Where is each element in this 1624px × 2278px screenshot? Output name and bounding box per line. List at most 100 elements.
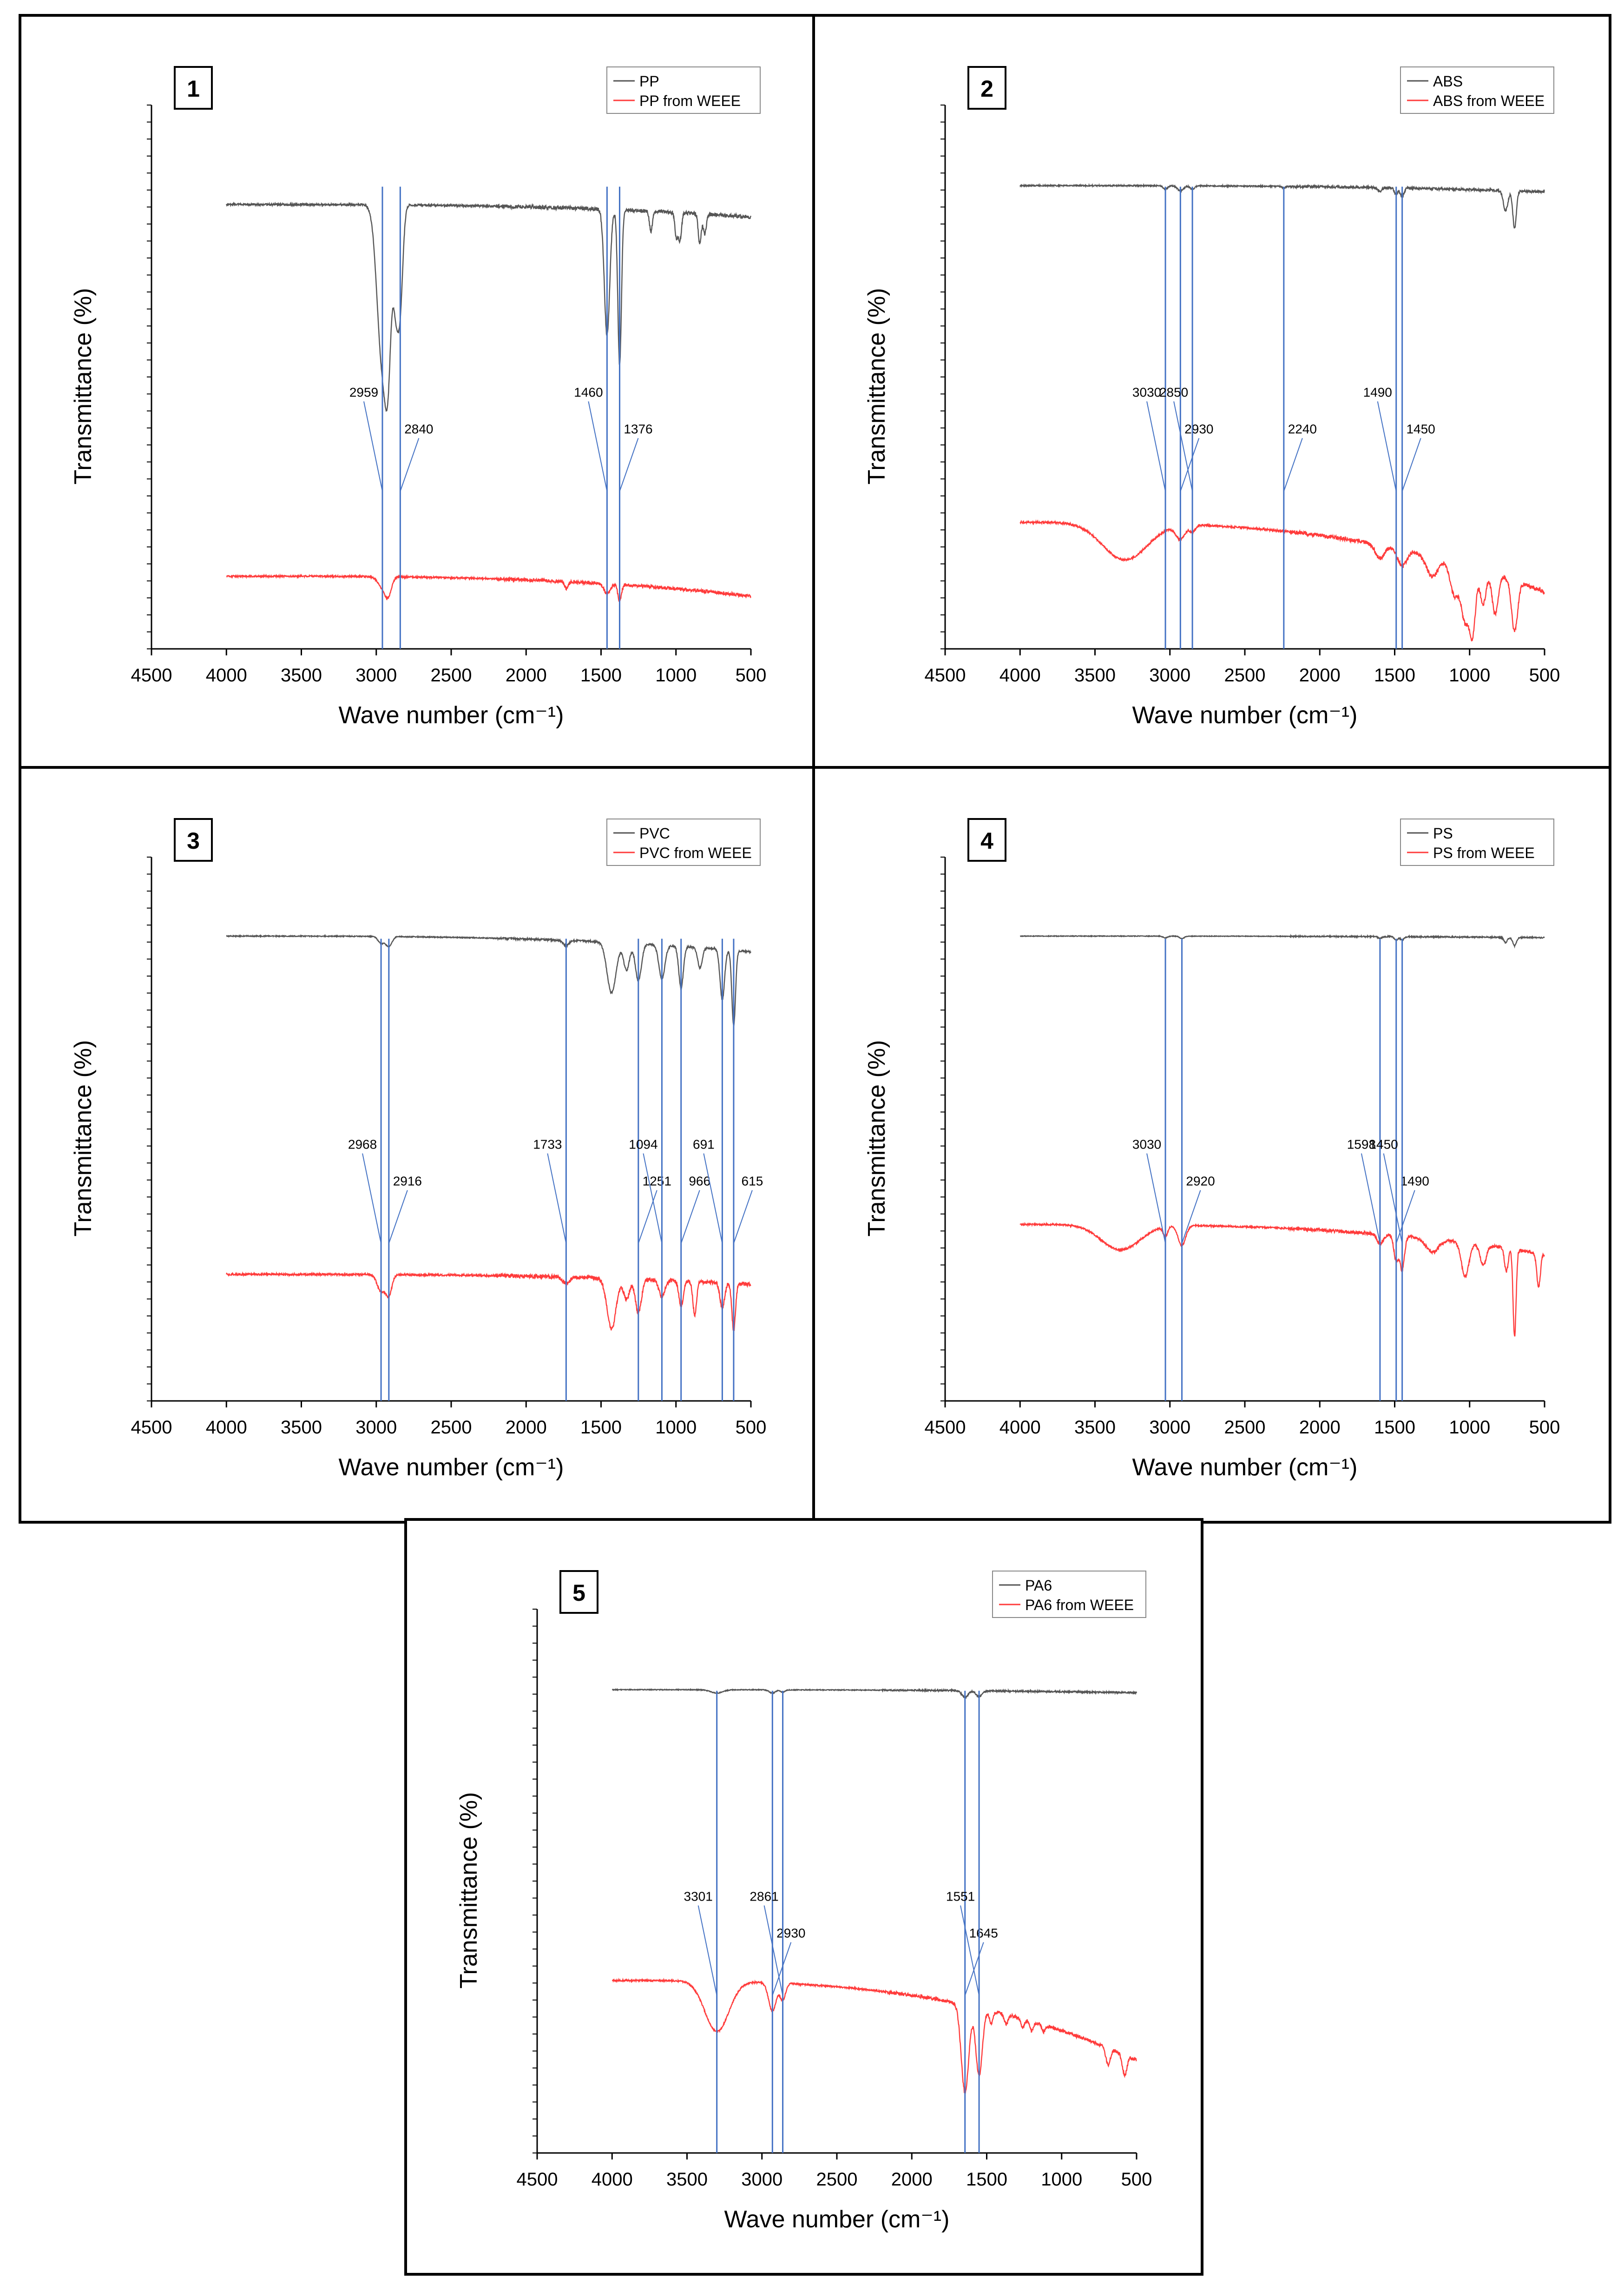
- legend-box: [1400, 819, 1554, 866]
- x-tick-label: 3000: [1149, 1417, 1190, 1438]
- series-line-reference: [1019, 183, 1545, 229]
- peak-label: 2850: [1159, 385, 1188, 400]
- series-line-weee: [611, 1977, 1137, 2095]
- x-tick-label: 2000: [506, 1417, 547, 1438]
- x-axis-title: Wave number (cm⁻¹): [339, 1454, 564, 1481]
- peak-label: 2920: [1186, 1174, 1215, 1189]
- legend-label: ABS: [1433, 73, 1463, 90]
- peak-label: 2840: [404, 422, 433, 436]
- series-line-reference: [226, 201, 752, 412]
- x-tick-label: 4000: [999, 665, 1041, 686]
- peak-label: 3030: [1132, 1137, 1161, 1152]
- series-line-reference: [611, 1688, 1137, 1699]
- series-line-reference: [226, 934, 752, 1027]
- panel-number-box: [559, 1570, 598, 1614]
- x-tick-label: 3000: [741, 2169, 782, 2190]
- x-tick-label: 1500: [1374, 1417, 1415, 1438]
- peak-leader-line: [1361, 1153, 1381, 1244]
- peak-leader-line: [1146, 1153, 1166, 1244]
- peak-label: 1598: [1347, 1137, 1376, 1152]
- x-tick-label: 2500: [1224, 665, 1266, 686]
- x-tick-label: 500: [1529, 1417, 1560, 1438]
- x-tick-label: 3000: [355, 665, 397, 686]
- peak-leader-line: [1377, 401, 1397, 492]
- chart-svg: 4500 4000 3500 3000 2500 2000 1500 1000 500 Wave …: [455, 1570, 1152, 2233]
- peak-label: 1490: [1400, 1174, 1429, 1189]
- x-tick-label: 1500: [1374, 665, 1415, 686]
- chart-panel-pp: 4500 4000 3500 3000 2500 2000 1500 1000 500 Wave …: [19, 14, 818, 772]
- x-tick-label: 500: [1529, 665, 1560, 686]
- x-tick-label: 4500: [925, 665, 966, 686]
- peak-label: 2240: [1288, 422, 1317, 436]
- peak-leader-line: [697, 1905, 717, 1996]
- x-tick-label: 1500: [580, 665, 622, 686]
- chart-svg: 4500 4000 3500 3000 2500 2000 1500 1000 500 Wave …: [70, 66, 766, 729]
- x-tick-label: 4500: [131, 665, 172, 686]
- series-line-weee: [226, 573, 751, 604]
- x-tick-label: 2000: [506, 665, 547, 686]
- x-tick-label: 2500: [1224, 1417, 1266, 1438]
- peak-label: 2930: [776, 1926, 805, 1941]
- x-axis-title: Wave number (cm⁻¹): [1132, 1454, 1358, 1481]
- panel-number: 2: [980, 76, 993, 102]
- x-tick-label: 1500: [580, 1417, 622, 1438]
- peak-label: 1460: [574, 385, 603, 400]
- legend-label: PA6 from WEEE: [1025, 1597, 1134, 1613]
- y-axis-title: Transmittance (%): [70, 1040, 97, 1237]
- peak-label: 1450: [1369, 1137, 1398, 1152]
- peak-leader-line: [588, 401, 608, 492]
- x-tick-label: 1000: [655, 665, 697, 686]
- chart-panel-pvc: 4500 4000 3500 3000 2500 2000 1500 1000 500 Wave …: [19, 766, 818, 1524]
- panel-number: 3: [187, 828, 200, 854]
- legend-label: PVC: [639, 825, 670, 842]
- x-axis-title: Wave number (cm⁻¹): [724, 2206, 950, 2233]
- peak-label: 3030: [1132, 385, 1161, 400]
- peak-label: 1645: [969, 1926, 998, 1941]
- peak-leader-line: [1401, 438, 1421, 492]
- series-line-weee: [1019, 1222, 1545, 1337]
- x-axis-title: Wave number (cm⁻¹): [339, 702, 564, 729]
- x-tick-label: 1000: [1449, 1417, 1490, 1438]
- peak-leader-line: [680, 1190, 700, 1244]
- peak-leader-line: [1180, 438, 1200, 492]
- peak-leader-line: [638, 1190, 657, 1244]
- peak-label: 1733: [533, 1137, 562, 1152]
- x-tick-label: 1000: [1041, 2169, 1082, 2190]
- y-axis-title: Transmittance (%): [863, 1040, 890, 1237]
- legend-box: [606, 66, 761, 114]
- x-tick-label: 3500: [1074, 665, 1116, 686]
- peak-label: 1551: [946, 1889, 975, 1904]
- peak-leader-line: [388, 1190, 408, 1244]
- legend-label: ABS from WEEE: [1433, 92, 1545, 109]
- x-tick-label: 1500: [966, 2169, 1007, 2190]
- legend-label: PA6: [1025, 1577, 1052, 1594]
- panel-number: 4: [980, 828, 993, 854]
- x-tick-label: 3500: [666, 2169, 708, 2190]
- x-tick-label: 2500: [816, 2169, 858, 2190]
- peak-label: 1094: [629, 1137, 657, 1152]
- peak-leader-line: [733, 1190, 753, 1244]
- legend-label: PP from WEEE: [639, 92, 741, 109]
- panel-number-box: [967, 818, 1006, 862]
- chart-svg: 4500 4000 3500 3000 2500 2000 1500 1000 500 Wave …: [863, 818, 1560, 1481]
- peak-leader-line: [363, 401, 383, 492]
- chart-panel-abs: 4500 4000 3500 3000 2500 2000 1500 1000 500 Wave …: [812, 14, 1611, 772]
- series-line-weee: [226, 1271, 751, 1331]
- peak-label: 691: [693, 1137, 715, 1152]
- x-tick-label: 3500: [1074, 1417, 1116, 1438]
- x-tick-label: 4000: [999, 1417, 1041, 1438]
- legend-label: PS from WEEE: [1433, 845, 1535, 861]
- peak-leader-line: [1146, 401, 1166, 492]
- x-tick-label: 1000: [655, 1417, 697, 1438]
- x-tick-label: 2000: [891, 2169, 933, 2190]
- peak-leader-line: [960, 1905, 980, 1996]
- peak-label: 1490: [1363, 385, 1392, 400]
- peak-label: 2930: [1184, 422, 1213, 436]
- peak-leader-line: [964, 1942, 984, 1996]
- peak-label: 2861: [750, 1889, 778, 1904]
- panel-number-box: [967, 66, 1006, 110]
- legend-box: [992, 1571, 1146, 1618]
- peak-leader-line: [1383, 1153, 1403, 1244]
- peak-leader-line: [1181, 1190, 1201, 1244]
- x-tick-label: 1000: [1449, 665, 1490, 686]
